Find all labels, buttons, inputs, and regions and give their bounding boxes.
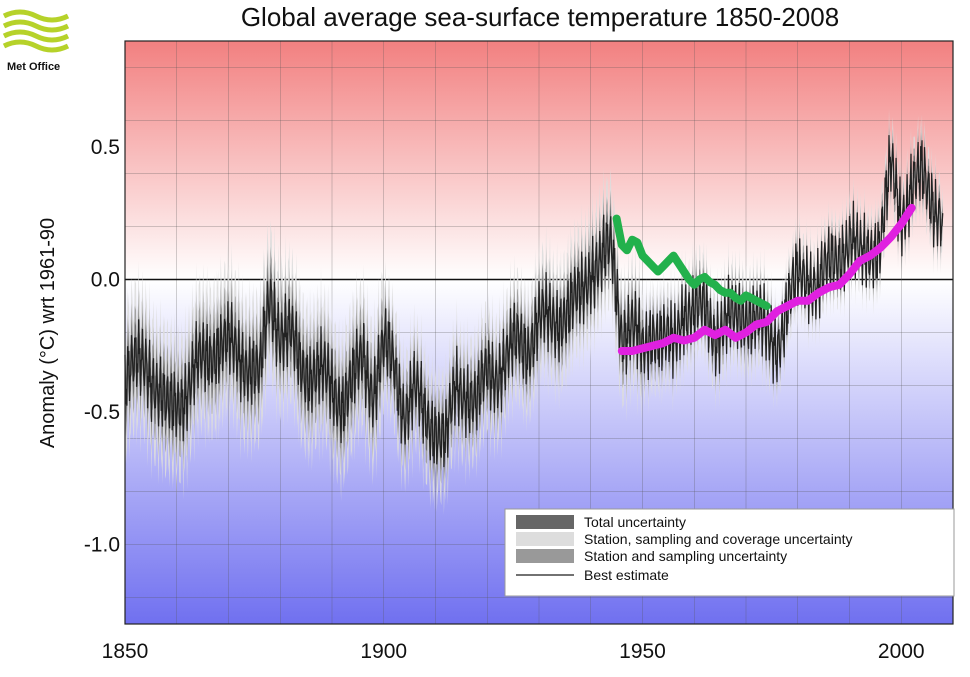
plot-frame: [124, 40, 954, 625]
series-best-estimate-line: [124, 135, 944, 468]
y-axis: 0.5 0.0 -0.5 -1.0: [84, 136, 120, 557]
y-tick-label: 0.5: [91, 136, 120, 159]
logo-text: Met Office: [7, 61, 60, 73]
logo-wave-3: [2, 29, 70, 43]
y-axis-label: Anomaly (°C) wrt 1961-90: [37, 218, 59, 448]
y-tick-label: 0.0: [91, 269, 120, 292]
series-green-overlay-line: [612, 214, 771, 310]
legend-swatch-total-uncertainty: [516, 515, 574, 529]
x-tick-label: 1850: [102, 640, 149, 663]
legend-label: Best estimate: [584, 567, 669, 583]
x-tick-label: 1900: [360, 640, 407, 663]
x-tick-label: 2000: [878, 640, 925, 663]
met-office-logo: Met Office: [2, 9, 70, 73]
y-tick-label: -1.0: [84, 534, 120, 557]
legend-swatch-coverage-uncertainty: [516, 532, 574, 546]
x-tick-label: 1950: [619, 640, 666, 663]
logo-wave-1: [2, 9, 70, 23]
x-axis: 1850 1900 1950 2000: [102, 640, 925, 663]
legend: Total uncertainty Station, sampling and …: [504, 508, 955, 597]
legend-label: Station and sampling uncertainty: [584, 548, 787, 564]
legend-label: Station, sampling and coverage uncertain…: [584, 531, 853, 547]
chart-title: Global average sea-surface temperature 1…: [241, 2, 839, 32]
logo-wave-2: [2, 19, 70, 33]
y-tick-label: -0.5: [84, 401, 120, 424]
legend-box: [504, 508, 955, 597]
logo-wave-4: [2, 39, 70, 53]
series-magenta-overlay-line: [617, 203, 916, 355]
legend-swatch-sampling-uncertainty: [516, 549, 574, 563]
legend-label: Total uncertainty: [584, 514, 686, 530]
series-layer: [124, 135, 944, 468]
